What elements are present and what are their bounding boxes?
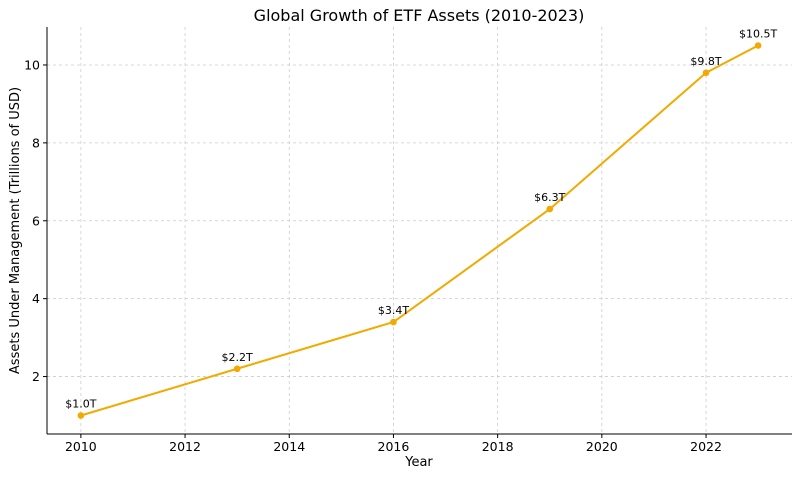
- x-tick-label: 2018: [482, 439, 514, 454]
- series: $1.0T $2.2T $3.4T $6.3T $9.8T $10.5T: [65, 28, 778, 419]
- y-tick-label: 6: [32, 213, 40, 228]
- grid-lines: [47, 27, 792, 434]
- x-tick-label: 2014: [273, 439, 305, 454]
- axis-ticks: 2010 2012 2014 2016 2018 2020 2022 2 4 6 8 10: [24, 57, 722, 454]
- x-tick-label: 2020: [586, 439, 618, 454]
- chart-title: Global Growth of ETF Assets (2010-2023): [254, 6, 585, 25]
- y-tick-label: 10: [24, 57, 40, 72]
- data-label: $10.5T: [739, 28, 777, 41]
- data-label: $6.3T: [534, 191, 565, 204]
- x-tick-label: 2012: [169, 439, 201, 454]
- data-point: [702, 69, 710, 77]
- data-label: $3.4T: [378, 304, 409, 317]
- data-label: $9.8T: [690, 55, 721, 68]
- data-point: [754, 42, 762, 49]
- x-axis-label: Year: [404, 455, 433, 470]
- data-label: $1.0T: [65, 398, 96, 411]
- x-tick-label: 2016: [378, 439, 410, 454]
- data-label: $2.2T: [222, 351, 253, 364]
- y-axis-label: Assets Under Management (Trillions of US…: [8, 87, 23, 374]
- y-tick-label: 8: [32, 135, 40, 150]
- data-point: [546, 205, 554, 213]
- series-line: [80, 44, 759, 417]
- data-point: [77, 412, 85, 419]
- data-point: [390, 318, 397, 326]
- y-tick-label: 2: [32, 369, 40, 384]
- y-tick-label: 4: [32, 291, 40, 306]
- axes: [46, 27, 792, 435]
- x-tick-label: 2022: [690, 439, 722, 454]
- x-tick-label: 2010: [65, 439, 97, 454]
- data-point: [233, 365, 241, 373]
